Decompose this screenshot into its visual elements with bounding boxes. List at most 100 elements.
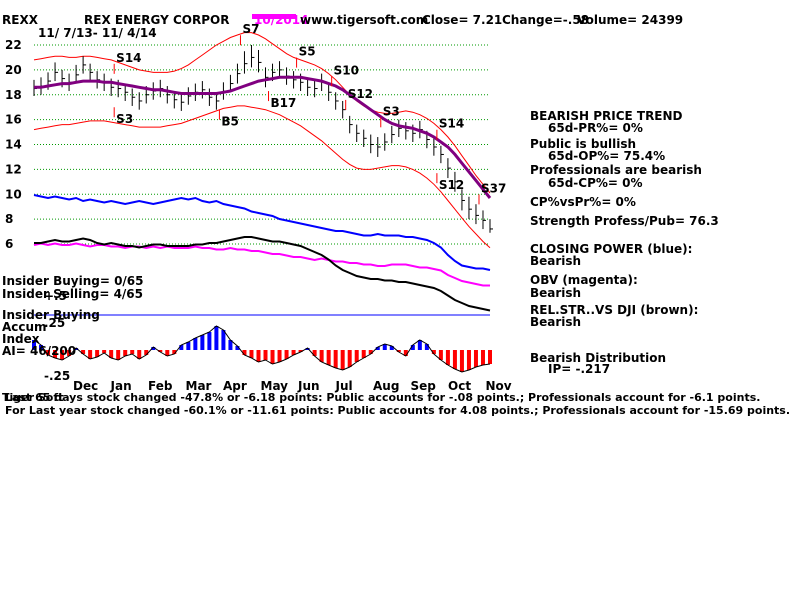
signal-label: S12 xyxy=(439,178,464,192)
distribution-label: Bearish Distribution xyxy=(530,351,667,365)
accum-index-bar xyxy=(144,350,149,355)
accum-index-bar xyxy=(151,347,156,350)
month-label: Sep xyxy=(411,379,437,393)
accum-index-bar xyxy=(130,350,135,354)
accum-index-bar xyxy=(452,350,457,369)
month-label: Nov xyxy=(486,379,512,393)
price-tick-label: 14 xyxy=(5,138,22,152)
accum-tick-label: +.5 xyxy=(44,289,67,303)
accum-index-bar xyxy=(88,350,93,359)
month-label: Jan xyxy=(110,379,132,393)
date-stamp: 10/2014 xyxy=(254,13,309,27)
accum-index-bar xyxy=(235,346,240,350)
accum-index-bar xyxy=(242,350,247,355)
accum-index-bar xyxy=(305,348,310,350)
accum-tick-label: .25 xyxy=(44,316,65,330)
signal-label: S3 xyxy=(116,112,133,126)
footer-line-1: Last 65 days stock changed -47.8% or -6.… xyxy=(5,391,761,404)
ai-value: AI= 46/200 xyxy=(2,344,77,358)
accum-index-bar xyxy=(375,347,380,350)
accum-index-bar xyxy=(39,345,44,350)
index-label: Index xyxy=(2,332,40,346)
accum-index-bar xyxy=(53,350,58,358)
accum-index-bar xyxy=(228,340,233,350)
insider-selling: Insider Selling= 4/65 xyxy=(2,287,144,301)
site-url: www.tigersoft.com xyxy=(300,13,429,27)
accum-index-bar xyxy=(277,350,282,362)
accum-index-bar xyxy=(81,350,86,354)
accum-index-bar xyxy=(214,326,219,350)
closing-power-status: Bearish xyxy=(530,254,582,268)
accum-index-bar xyxy=(473,350,478,367)
accum-index-bar xyxy=(102,350,107,353)
moving-average-line xyxy=(34,75,492,199)
accum-index-bar xyxy=(67,350,72,356)
accum-index-bar xyxy=(207,332,212,350)
accum-index-bar xyxy=(445,350,450,365)
obv-label: OBV (magenta): xyxy=(530,273,638,287)
month-label: Aug xyxy=(373,379,399,393)
pr-value: 65d-PR%= 0% xyxy=(548,121,643,135)
professionals-status: Professionals are bearish xyxy=(530,163,702,177)
accum-label: Accum xyxy=(2,320,47,334)
trend-title: BEARISH PRICE TREND xyxy=(530,109,683,123)
signal-label: S14 xyxy=(116,51,141,65)
accum-index-bar xyxy=(354,350,359,362)
accum-index-bar xyxy=(368,350,373,354)
accum-index-bar xyxy=(46,350,51,355)
signal-label: S12 xyxy=(348,87,373,101)
accum-index-bar xyxy=(488,350,492,364)
price-tick-label: 10 xyxy=(5,187,22,201)
accum-index-bar xyxy=(60,350,65,360)
accum-index-bar xyxy=(270,350,275,364)
month-label: Apr xyxy=(223,379,247,393)
price-tick-label: 18 xyxy=(5,88,22,102)
accum-index-bar xyxy=(347,350,352,367)
accum-index-bar xyxy=(200,335,205,350)
ip-value: IP= -.217 xyxy=(548,362,611,376)
signal-label: S37 xyxy=(481,181,506,195)
accum-index-bar xyxy=(298,350,303,352)
cp-value: 65d-CP%= 0% xyxy=(548,176,643,190)
signal-highlight-bar xyxy=(252,14,296,19)
public-status: Public is bullish xyxy=(530,137,637,151)
price-tick-label: 6 xyxy=(5,237,13,251)
month-label: May xyxy=(261,379,289,393)
relstr-status: Bearish xyxy=(530,315,582,329)
accum-index-bar xyxy=(417,340,422,350)
accum-index-bar xyxy=(340,350,345,370)
footer-label: Tiger Soft xyxy=(2,391,64,404)
accum-index-bar xyxy=(95,350,100,357)
insider-buying: Insider Buying= 0/65 xyxy=(2,274,144,288)
accum-index-bar xyxy=(123,350,128,356)
strength-ratio: Strength Profess/Pub= 76.3 xyxy=(530,214,719,228)
company-name: REX ENERGY CORPOR xyxy=(84,13,230,27)
accum-index-bar xyxy=(74,348,79,350)
accum-index-bar xyxy=(459,350,464,372)
month-label: Jun xyxy=(297,379,320,393)
accum-index-bar xyxy=(158,350,163,352)
accum-index-bar xyxy=(466,350,471,370)
cp-vs-pr: CP%vsPr%= 0% xyxy=(530,195,636,209)
date-range: 11/ 7/13- 11/ 4/14 xyxy=(38,26,157,40)
accum-index-bar xyxy=(186,342,191,350)
signal-label: B17 xyxy=(271,96,297,110)
accum-index-bar xyxy=(263,350,268,360)
accum-index-bar xyxy=(193,338,198,350)
month-label: Dec xyxy=(73,379,98,393)
accum-index-bar xyxy=(382,344,387,350)
change-value: Change=-.58 xyxy=(502,13,590,27)
closing-power-label: CLOSING POWER (blue): xyxy=(530,242,693,256)
signal-label: S14 xyxy=(439,117,464,131)
accum-index-bar xyxy=(32,340,36,350)
signal-label: S3 xyxy=(383,104,400,118)
relative-strength-line xyxy=(34,236,491,312)
accum-index-bar xyxy=(480,350,485,365)
accum-index-bar xyxy=(116,350,121,360)
signal-label: S5 xyxy=(299,45,316,59)
price-tick-label: 20 xyxy=(5,63,22,77)
accum-index-bar xyxy=(424,344,429,350)
month-label: Oct xyxy=(448,379,471,393)
op-value: 65d-OP%= 75.4% xyxy=(548,149,666,163)
